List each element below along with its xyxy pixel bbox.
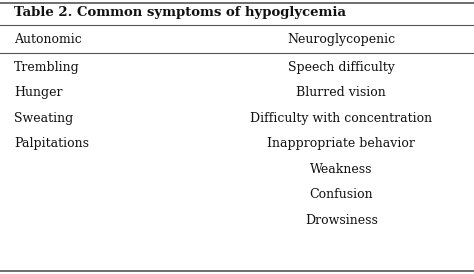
Text: Blurred vision: Blurred vision <box>296 86 386 99</box>
Text: Difficulty with concentration: Difficulty with concentration <box>250 112 432 125</box>
Text: Weakness: Weakness <box>310 162 373 176</box>
Text: Confusion: Confusion <box>310 188 373 201</box>
Text: Table 2. Common symptoms of hypoglycemia: Table 2. Common symptoms of hypoglycemia <box>14 6 346 19</box>
Text: Inappropriate behavior: Inappropriate behavior <box>267 137 415 150</box>
Text: Hunger: Hunger <box>14 86 63 99</box>
Text: Speech difficulty: Speech difficulty <box>288 61 395 74</box>
Text: Autonomic: Autonomic <box>14 33 82 46</box>
Text: Neuroglycopenic: Neuroglycopenic <box>287 33 395 46</box>
Text: Sweating: Sweating <box>14 112 73 125</box>
Text: Drowsiness: Drowsiness <box>305 213 378 227</box>
Text: Palpitations: Palpitations <box>14 137 89 150</box>
Text: Trembling: Trembling <box>14 61 80 74</box>
